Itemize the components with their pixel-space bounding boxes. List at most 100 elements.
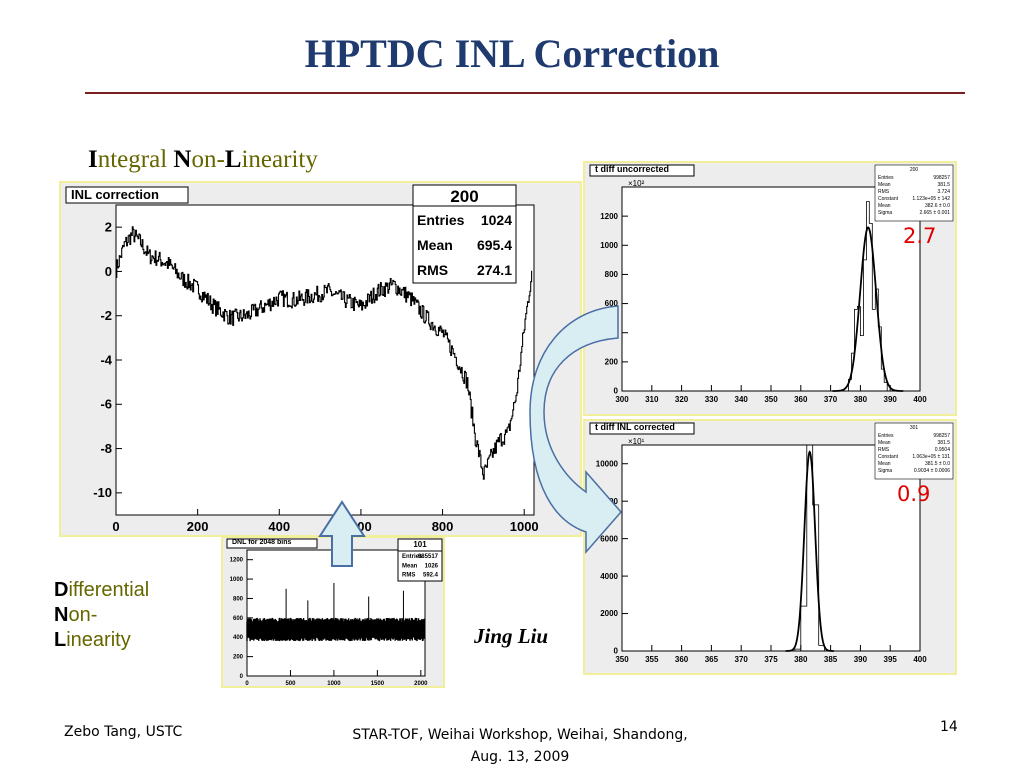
x-tick-label: 400 (268, 519, 290, 534)
inl-heading: Integral Non-Linearity (88, 146, 318, 174)
inl-heading-part2: on- (191, 146, 225, 173)
footer-event-line1: STAR-TOF, Weihai Workshop, Weihai, Shand… (352, 727, 688, 743)
dnl-heading-d: D (54, 579, 69, 601)
x-tick-label: 0 (245, 681, 249, 686)
dnl-heading-n: N (54, 604, 69, 626)
x-tick-label: 360 (675, 655, 689, 664)
x-tick-label: 500 (285, 681, 296, 686)
fit-stats-label: Entries (878, 175, 894, 181)
stats-value: 274.1 (477, 262, 512, 278)
fit-stats-value: 0.9504 (935, 447, 951, 453)
fit-stats-label: Entries (878, 433, 894, 439)
x-tick-label: 390 (884, 395, 898, 404)
stats-value: 1026 (425, 563, 439, 569)
chart-title-box (589, 422, 695, 435)
stats-label: Entries (417, 212, 465, 228)
dnl-chart: 0 500 1000 1500 2000120010008006004002000DNL… (223, 538, 443, 686)
plot-frame (621, 444, 921, 652)
curved-arrow (529, 305, 622, 554)
stats-label: RMS (417, 262, 448, 278)
y-tick-label: 800 (233, 596, 244, 602)
y-tick-label: 2000 (600, 609, 618, 618)
stats-box (412, 184, 517, 284)
chart-title: t diff INL corrected (595, 422, 675, 432)
fit-stats-label: Mean (878, 203, 891, 209)
y-tick-label: 600 (233, 616, 244, 622)
inl-heading-i: I (88, 146, 98, 173)
x-tick-label: 400 (913, 655, 927, 664)
inl-series-line (116, 226, 533, 480)
chart-title: DNL for 2048 bins (232, 539, 291, 546)
x-tick-label: 370 (735, 655, 749, 664)
footer-event: STAR-TOF, Weihai Workshop, Weihai, Shand… (300, 724, 740, 768)
y-tick-label: -10 (93, 485, 112, 500)
x-tick-label: 2000 (414, 681, 428, 686)
inl-heading-part1: ntegral (97, 146, 174, 173)
arrows-overlay (318, 305, 622, 567)
x-tick-label: 355 (645, 655, 659, 664)
chart-title-box (226, 538, 318, 549)
stats-label: RMS (402, 573, 415, 579)
author-name: Jing Liu (474, 624, 549, 648)
fit-stats-label: Sigma (878, 210, 892, 216)
y-tick-label: 200 (233, 655, 244, 661)
y-tick-label: -4 (100, 352, 112, 367)
x-tick-label: 350 (615, 655, 629, 664)
x-tick-label: 385 (824, 655, 838, 664)
fit-stats-value: 1.063e+05 ± 131 (912, 454, 950, 460)
x-tick-label: 1500 (371, 681, 385, 686)
x-tick-label: 365 (705, 655, 719, 664)
stats-label: Mean (402, 563, 418, 569)
x-tick-label: 330 (705, 395, 719, 404)
x-tick-label: 375 (764, 655, 778, 664)
dnl-heading-part1: ifferential (68, 579, 150, 601)
x-tick-label: 1000 (327, 681, 341, 686)
x-tick-label: 320 (675, 395, 689, 404)
sigma-annotation: 2.7 (903, 224, 936, 248)
y-tick-label: 4000 (600, 572, 618, 581)
y-tick-label: 2 (105, 219, 112, 234)
stats-value: 592.4 (423, 573, 439, 579)
y-tick-label: 0 (614, 387, 619, 396)
y-tick-label: 0 (614, 647, 619, 656)
x-tick-label: 310 (645, 395, 659, 404)
stats-label: Entries (402, 554, 423, 560)
fit-stats-value: 998257 (933, 175, 950, 181)
y-tick-label: 1200 (600, 212, 618, 221)
page-number: 14 (940, 719, 958, 735)
x-tick-label: 300 (615, 395, 629, 404)
gaussian-fit-line (832, 226, 904, 392)
fit-stats-value: 0.9034 ± 0.0006 (914, 468, 950, 474)
fit-stats-value: 3.724 (937, 189, 950, 195)
fit-stats-id: 200 (910, 167, 919, 173)
gaussian-fit-line (785, 450, 834, 652)
chart-title-box (589, 164, 695, 177)
x-tick-label: 400 (913, 395, 927, 404)
dnl-heading-part2: on- (68, 604, 98, 626)
footer-presenter: Zebo Tang, USTC (64, 724, 183, 740)
stats-id: 200 (450, 187, 478, 206)
stats-id: 101 (413, 540, 427, 549)
y-tick-label: 1000 (230, 577, 244, 583)
fit-stats-value: 998257 (933, 433, 950, 439)
fit-stats-value: 382.6 ± 0.0 (925, 203, 950, 209)
y-tick-label: 1200 (230, 558, 244, 564)
y-tick-label: 0 (240, 674, 244, 680)
x-tick-label: 1000 (510, 519, 539, 534)
chart-title: INL correction (71, 187, 159, 202)
y-tick-label: -6 (100, 397, 112, 412)
up-arrow (318, 500, 366, 567)
y-tick-label: 6000 (600, 534, 618, 543)
fit-stats-id: 301 (910, 425, 919, 431)
dnl-heading-part3: inearity (66, 629, 131, 651)
x-tick-label: 0 (112, 519, 119, 534)
uncorrected-panel: 300 310 320 330 340 350 360 370 380 390 400 1200 100… (583, 161, 957, 416)
footer-event-line2: Aug. 13, 2009 (470, 749, 570, 765)
sigma-annotation: 0.9 (897, 482, 930, 506)
inl-heading-n: N (173, 146, 192, 173)
fit-stats-label: Mean (878, 440, 891, 446)
fit-stats-value: 381.5 ± 0.0 (925, 461, 950, 467)
fit-stats-label: Constant (878, 196, 899, 202)
fit-stats-label: Constant (878, 454, 899, 460)
y-tick-label: -8 (100, 441, 112, 456)
